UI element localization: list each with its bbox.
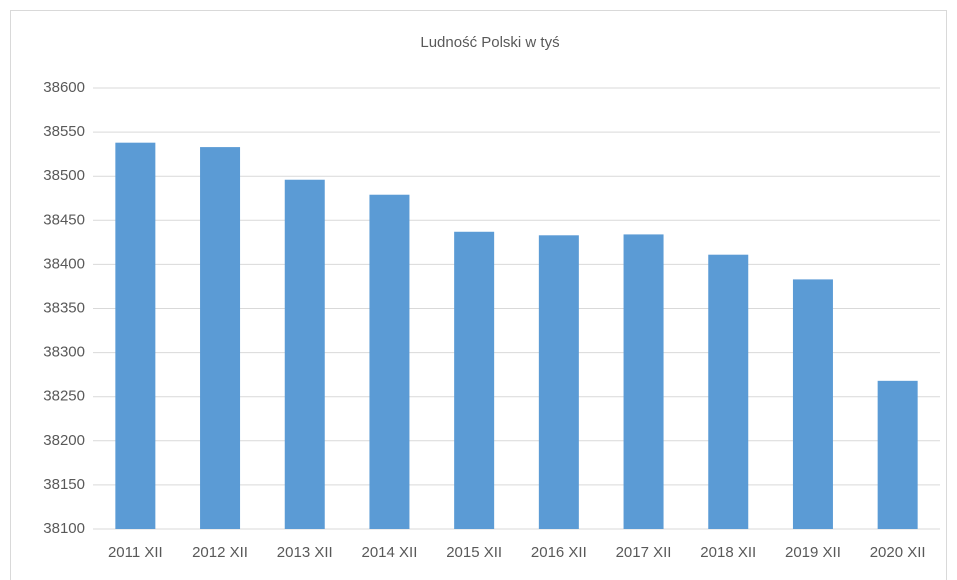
- bar: [369, 194, 410, 530]
- y-tick-label: 38400: [43, 255, 85, 272]
- y-tick-label: 38350: [43, 299, 85, 316]
- bar: [115, 142, 156, 529]
- x-tick-label: 2020 XII: [870, 544, 926, 561]
- y-tick-label: 38300: [43, 344, 85, 361]
- bar: [538, 235, 579, 529]
- y-tick-label: 38100: [43, 520, 85, 537]
- x-tick-label: 2015 XII: [446, 544, 502, 561]
- bar: [200, 147, 241, 529]
- x-tick-label: 2011 XII: [108, 544, 163, 561]
- bar: [792, 279, 833, 529]
- y-tick-label: 38550: [43, 123, 85, 140]
- x-tick-label: 2018 XII: [700, 544, 756, 561]
- x-tick-label: 2017 XII: [616, 544, 672, 561]
- bar: [284, 179, 325, 529]
- y-tick-label: 38200: [43, 432, 85, 449]
- bar: [454, 231, 495, 530]
- x-tick-label: 2014 XII: [362, 544, 418, 561]
- y-tick-label: 38250: [43, 388, 85, 405]
- y-tick-label: 38150: [43, 476, 85, 493]
- x-tick-label: 2016 XII: [531, 544, 587, 561]
- chart-title: Ludność Polski w tyś: [420, 34, 559, 51]
- x-tick-label: 2013 XII: [277, 544, 333, 561]
- bar: [877, 380, 918, 529]
- y-tick-label: 38600: [43, 79, 85, 96]
- bar: [623, 234, 664, 530]
- x-tick-label: 2012 XII: [192, 544, 248, 561]
- x-tick-label: 2019 XII: [785, 544, 841, 561]
- bar: [708, 254, 749, 529]
- y-tick-label: 38450: [43, 211, 85, 228]
- y-tick-label: 38500: [43, 167, 85, 184]
